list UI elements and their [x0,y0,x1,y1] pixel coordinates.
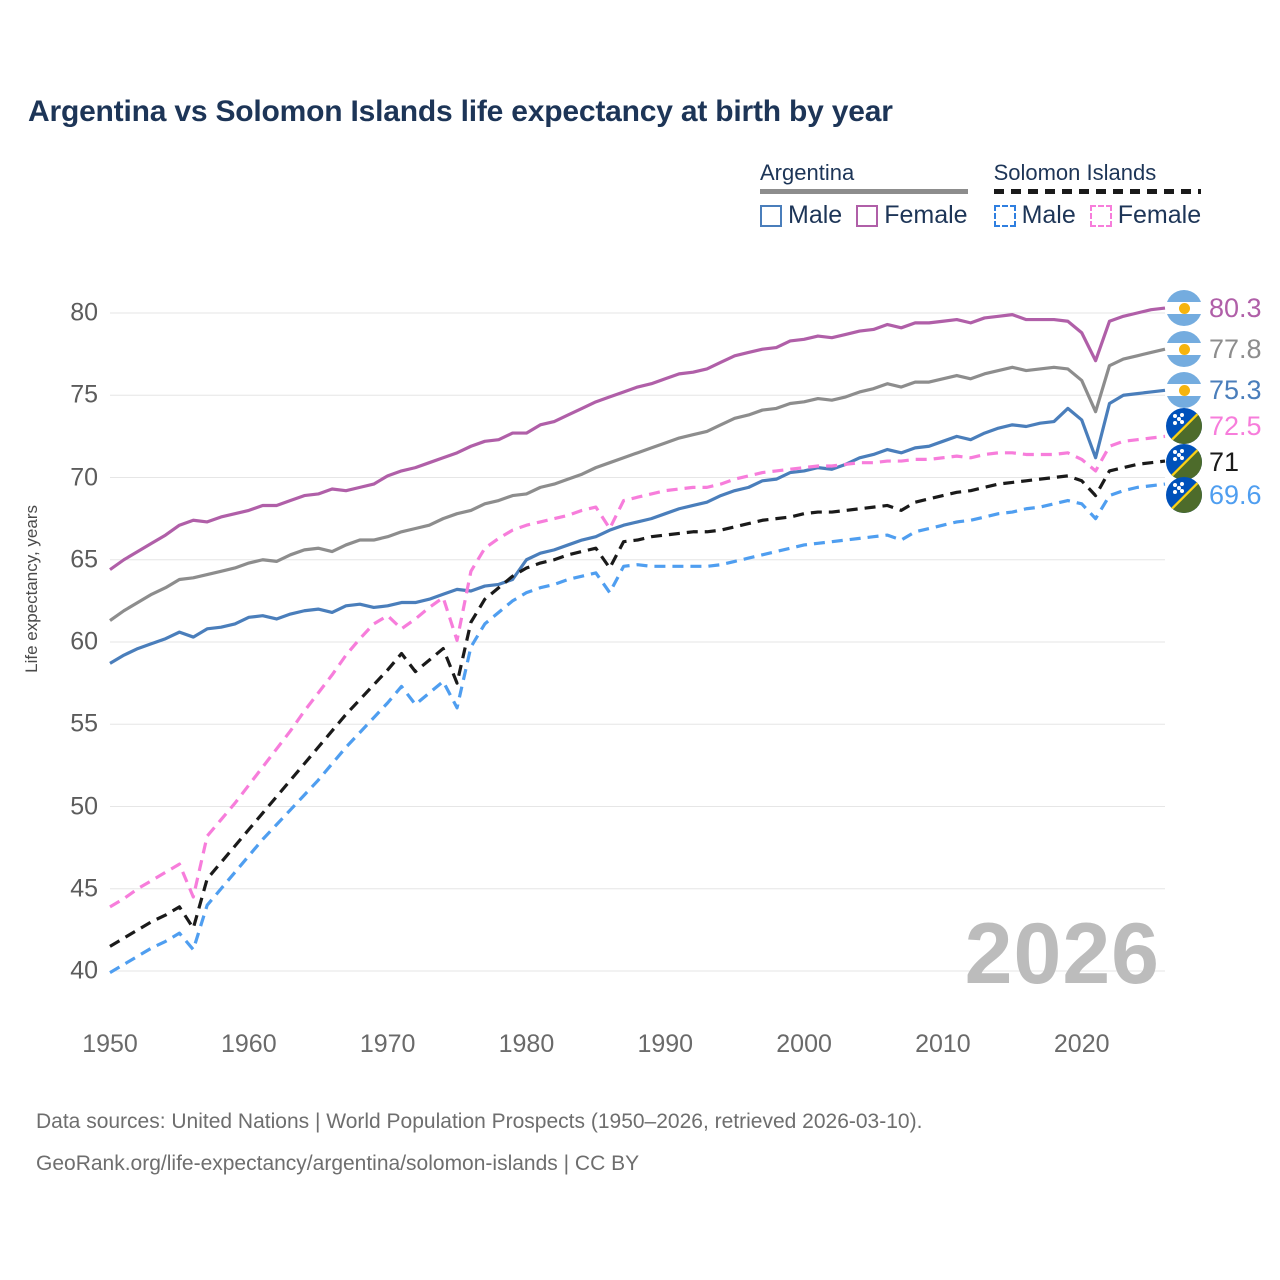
legend-item-female[interactable]: Female [1089,201,1202,230]
page-title: Argentina vs Solomon Islands life expect… [28,95,893,128]
legend-item-male[interactable]: Male [760,201,842,230]
y-tick-label: 45 [70,874,98,903]
series-line-solomon-islands-total [109,459,1166,948]
legend-item-label: Male [788,201,843,229]
x-tick-label: 2000 [776,1030,832,1058]
y-tick-label: 60 [70,627,98,656]
end-label: 80.3 [1166,290,1262,326]
footer-data-sources: Data sources: United Nations | World Pop… [36,1110,923,1133]
end-label-value: 77.8 [1209,333,1262,364]
legend-group-rule [993,189,1202,194]
series-line-argentina-total [109,347,1166,622]
end-label-value: 75.3 [1209,374,1262,405]
end-label-value: 71 [1209,446,1240,477]
y-tick-label: 40 [70,956,98,985]
end-label: 75.3 [1166,372,1262,408]
series-line-solomon-islands-male [109,482,1166,975]
legend-item-label: Female [1117,201,1202,229]
chart-legend: Argentina Male Female Solomon Islands Male Fe… [760,160,1260,230]
y-axis-ticks: 40 45 50 55 60 65 70 75 80 [42,0,98,1280]
argentina-flag-icon [1166,290,1202,326]
series-line-argentina-male [109,388,1166,665]
legend-item-female[interactable]: Female [856,201,968,230]
argentina-flag-icon [1166,331,1202,367]
end-label: 77.8 [1166,331,1262,367]
legend-items: Male Female [993,201,1202,230]
legend-item-label: Male [1021,201,1076,229]
legend-item-male[interactable]: Male [993,201,1076,230]
legend-group-rule [760,189,968,194]
legend-swatch-icon [856,204,879,227]
legend-group-title: Argentina [760,160,855,185]
x-tick-label: 1960 [221,1030,277,1058]
footer-attribution: GeoRank.org/life-expectancy/argentina/so… [36,1152,640,1175]
end-label-value: 80.3 [1209,292,1262,323]
solomon-islands-flag-icon [1166,408,1202,444]
x-tick-label: 1990 [637,1030,694,1058]
legend-group-argentina: Argentina Male Female [760,160,968,230]
solomon-islands-flag-icon [1166,477,1202,513]
legend-swatch-icon [1089,204,1112,227]
legend-item-label: Female [884,201,968,229]
y-tick-label: 75 [70,380,98,409]
legend-items: Male Female [760,201,968,230]
year-watermark: 2026 [964,906,1160,1002]
end-label: 72.5 [1166,408,1262,444]
legend-swatch-icon [993,204,1016,227]
y-tick-label: 55 [70,709,98,738]
end-label: 71 [1166,444,1239,480]
y-tick-label: 70 [70,463,98,491]
end-label-value: 72.5 [1209,410,1262,441]
legend-group-solomon-islands: Solomon Islands Male Female [993,160,1202,230]
y-tick-label: 50 [70,792,98,820]
x-tick-label: 1980 [498,1030,555,1058]
legend-group-title: Solomon Islands [993,160,1157,185]
series-line-argentina-female [109,306,1166,571]
y-tick-label: 65 [70,545,98,574]
x-tick-label: 2010 [915,1030,971,1058]
x-axis-ticks: 1950 1960 1970 1980 1990 2000 2010 2020 [0,1030,1280,1070]
argentina-flag-icon [1166,372,1202,408]
y-tick-label: 80 [70,298,98,327]
legend-swatch-icon [760,204,782,227]
x-tick-label: 2020 [1053,1030,1110,1058]
x-tick-label: 1950 [82,1030,138,1058]
series-line-solomon-islands-female [109,434,1166,909]
end-label: 69.6 [1166,477,1262,513]
solomon-islands-flag-icon [1166,444,1202,480]
end-label-value: 69.6 [1209,479,1262,510]
x-tick-label: 1970 [359,1030,416,1058]
